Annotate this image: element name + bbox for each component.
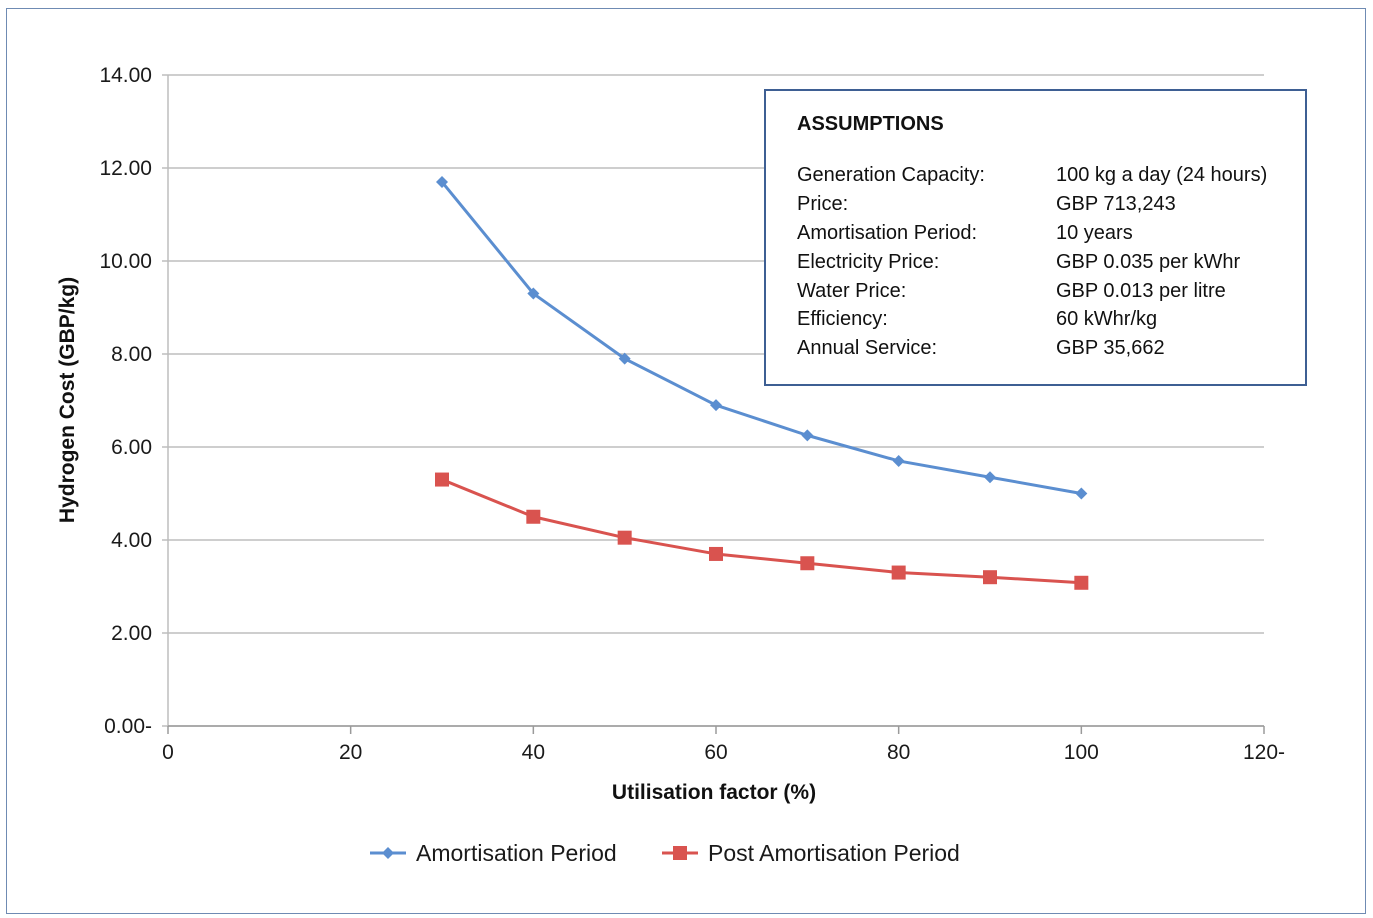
x-tick-label: 100 bbox=[1064, 741, 1099, 764]
y-tick-label: 14.00 bbox=[99, 64, 152, 87]
data-point bbox=[526, 509, 541, 524]
assumption-row: Amortisation Period: 10 years bbox=[797, 222, 1133, 245]
data-point bbox=[984, 471, 996, 484]
assumption-row: Efficiency: 60 kWhr/kg bbox=[797, 308, 1157, 331]
data-point bbox=[1074, 575, 1089, 590]
assumption-value: 100 kg a day (24 hours) bbox=[1056, 164, 1268, 186]
x-tick-label: 60 bbox=[704, 741, 727, 764]
data-series bbox=[435, 175, 1089, 590]
data-point bbox=[983, 570, 997, 585]
assumption-label: Electricity Price: bbox=[797, 251, 940, 273]
y-tick-label: 10.00 bbox=[99, 250, 152, 273]
assumption-row: Water Price: GBP 0.013 per litre bbox=[797, 280, 1226, 303]
assumption-value: GBP 35,662 bbox=[1056, 337, 1165, 359]
data-point bbox=[800, 556, 815, 571]
x-tick-label: 20 bbox=[339, 741, 362, 764]
legend-swatch-marker bbox=[673, 846, 687, 860]
assumption-value: GBP 0.035 per kWhr bbox=[1056, 251, 1241, 273]
chart-frame bbox=[6, 8, 1366, 914]
assumption-label: Annual Service: bbox=[797, 337, 938, 359]
assumption-value: GBP 0.013 per litre bbox=[1056, 280, 1226, 302]
data-point bbox=[617, 530, 632, 545]
x-tick-label: 40 bbox=[522, 741, 545, 764]
assumption-label: Generation Capacity: bbox=[797, 164, 985, 186]
assumption-value: GBP 713,243 bbox=[1056, 193, 1176, 215]
legend-label: Post Amortisation Period bbox=[708, 840, 960, 866]
assumption-label: Price: bbox=[797, 193, 849, 215]
x-axis-title: Utilisation factor (%) bbox=[612, 781, 816, 804]
y-tick-label: 8.00 bbox=[111, 343, 152, 366]
y-tick-label: 4.00 bbox=[111, 529, 152, 552]
data-point bbox=[891, 565, 906, 580]
y-tick-labels: 0.00- 2.00 4.00 6.00 8.00 10.00 12.00 14.00 bbox=[99, 64, 152, 738]
axes bbox=[167, 75, 1265, 734]
x-tick-labels: 0 20 40 60 80 100 120- bbox=[162, 741, 1285, 764]
series-2 bbox=[435, 472, 1089, 590]
data-point bbox=[710, 399, 722, 412]
legend-entry: Amortisation Period bbox=[370, 840, 617, 866]
series-line bbox=[441, 478, 1082, 585]
y-axis-title: Hydrogen Cost (GBP/kg) bbox=[56, 277, 79, 523]
legend-entry: Post Amortisation Period bbox=[662, 840, 960, 866]
assumption-row: Price: GBP 713,243 bbox=[797, 193, 1176, 216]
data-point bbox=[436, 175, 448, 188]
x-tick-label: 0 bbox=[162, 741, 174, 764]
data-point bbox=[435, 472, 449, 487]
data-point bbox=[892, 454, 905, 467]
assumptions-box: ASSUMPTIONS Generation Capacity: 100 kg … bbox=[764, 89, 1307, 386]
y-tick-label: 0.00- bbox=[104, 715, 152, 738]
assumption-row: Electricity Price: GBP 0.035 per kWhr bbox=[797, 251, 1240, 274]
data-point bbox=[801, 429, 814, 442]
y-tick-label: 2.00 bbox=[111, 622, 152, 645]
assumption-value: 60 kWhr/kg bbox=[1056, 308, 1158, 330]
assumption-row: Annual Service: GBP 35,662 bbox=[797, 337, 1165, 360]
x-tick-label: 120- bbox=[1243, 741, 1285, 764]
data-point bbox=[1075, 487, 1088, 500]
assumptions-title: ASSUMPTIONS bbox=[797, 113, 944, 135]
y-tick-label: 6.00 bbox=[111, 436, 152, 459]
data-point bbox=[709, 546, 723, 561]
data-point bbox=[618, 352, 631, 365]
legend-swatch-marker bbox=[382, 847, 394, 859]
y-tick-label: 12.00 bbox=[99, 157, 152, 180]
assumption-label: Amortisation Period: bbox=[797, 222, 978, 244]
assumption-value: 10 years bbox=[1056, 222, 1133, 244]
data-point bbox=[527, 287, 540, 300]
legend: Amortisation Period Post Amortisation Per… bbox=[370, 840, 960, 866]
legend-label: Amortisation Period bbox=[416, 840, 617, 866]
assumption-label: Water Price: bbox=[797, 280, 907, 302]
assumption-row: Generation Capacity: 100 kg a day (24 ho… bbox=[797, 164, 1267, 187]
series-1 bbox=[436, 175, 1088, 500]
x-tick-label: 80 bbox=[887, 741, 910, 764]
series-line bbox=[440, 180, 1082, 495]
assumption-label: Efficiency: bbox=[797, 308, 888, 330]
